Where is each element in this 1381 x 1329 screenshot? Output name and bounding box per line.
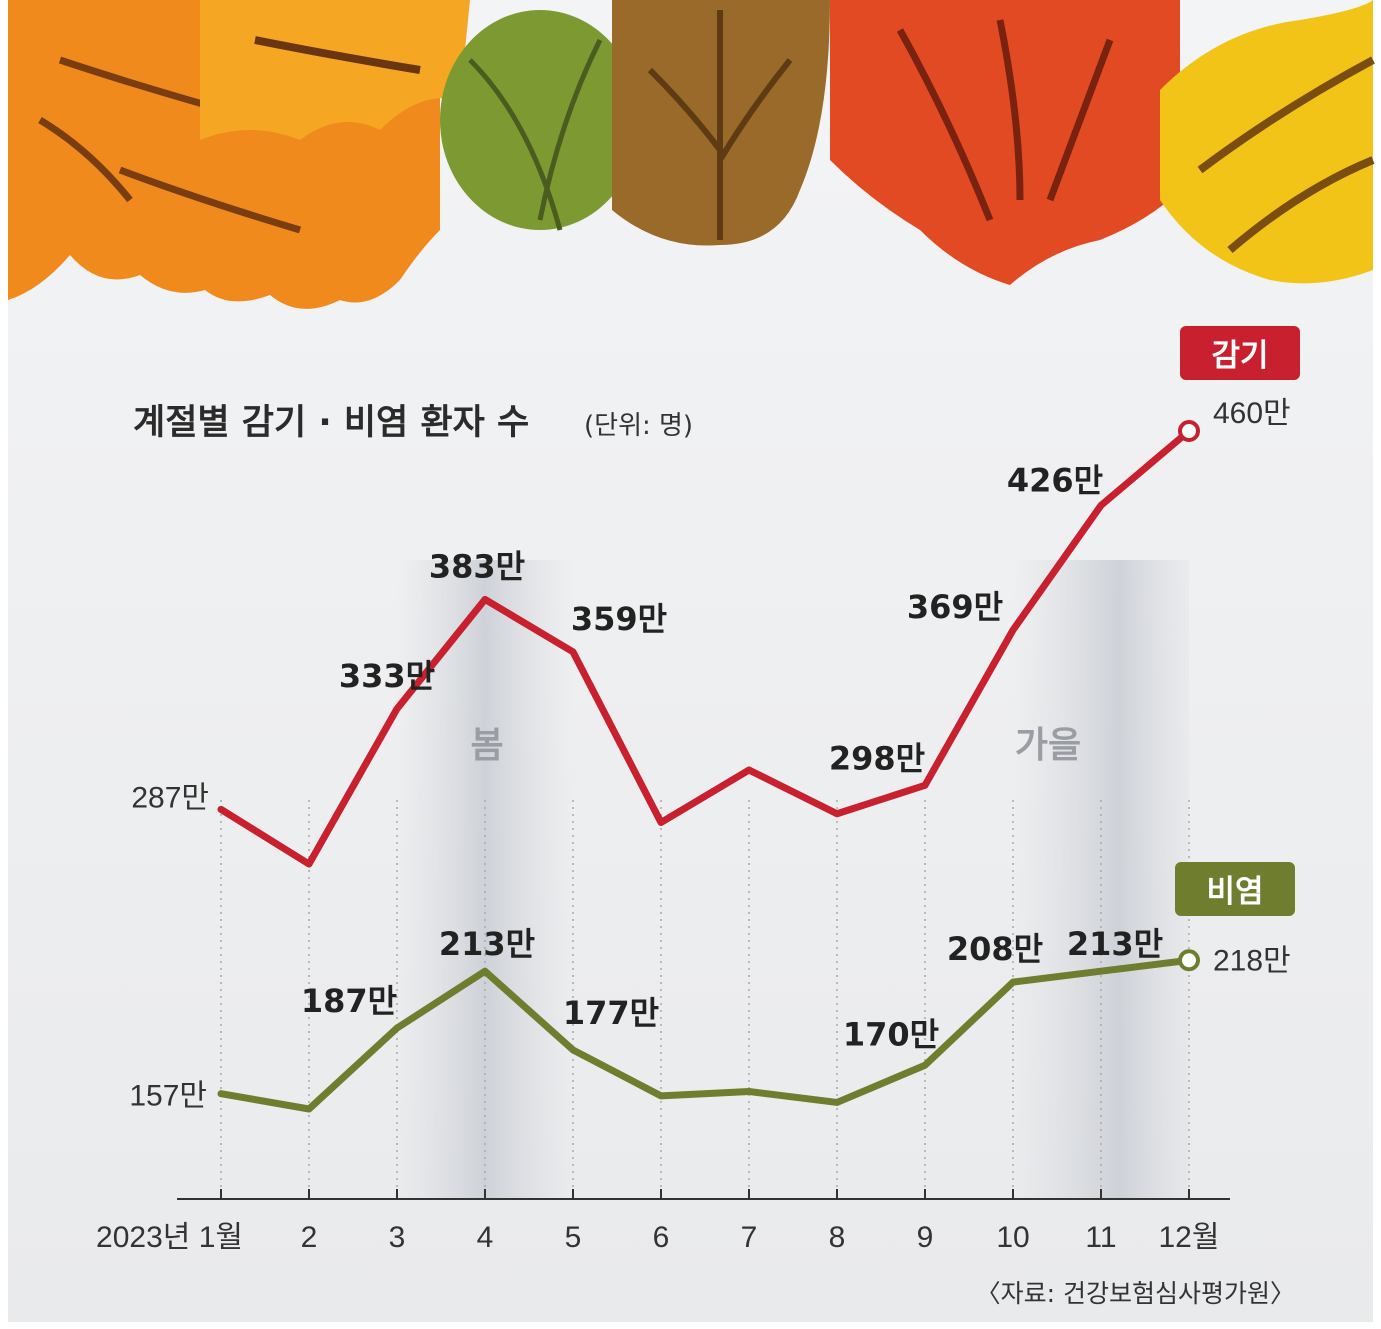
- data-label: 460만: [1213, 397, 1291, 430]
- x-tick-label: 5: [565, 1221, 582, 1254]
- data-label: 213만: [439, 925, 535, 963]
- data-label: 208만: [947, 930, 1043, 968]
- x-tick-label: 12월: [1159, 1221, 1220, 1254]
- autumn-leaves-illustration: [8, 0, 1375, 309]
- series-end-marker: [1178, 420, 1200, 442]
- series-line-cold: [217, 427, 1193, 868]
- data-label: 369만: [907, 588, 1003, 626]
- data-label: 218만: [1213, 944, 1291, 977]
- data-label: 213만: [1067, 925, 1163, 963]
- x-tick-label: 3: [389, 1221, 406, 1254]
- x-tick-label: 4: [477, 1221, 494, 1254]
- season-label-autumn: 가을: [1015, 725, 1081, 766]
- data-label: 177만: [563, 994, 659, 1032]
- data-label: 287만: [131, 781, 209, 814]
- data-label: 426만: [1007, 461, 1103, 499]
- season-band-spring: [397, 560, 573, 1200]
- x-tick-label: 2023년 1월: [96, 1221, 243, 1254]
- unit-note: (단위: 명): [584, 411, 693, 441]
- data-label: 157만: [129, 1080, 207, 1113]
- data-label: 298만: [829, 739, 925, 777]
- x-tick-label: 7: [741, 1221, 758, 1254]
- x-tick-label: 8: [829, 1221, 846, 1254]
- series-layer: 287만 333만 383만 359만 298만 369만 426만 460만 157만 187만…: [129, 397, 1290, 1113]
- series-end-marker: [1178, 949, 1200, 972]
- legend-label-cold: 감기: [1211, 338, 1268, 374]
- data-label: 333만: [339, 657, 435, 695]
- legend-label-rhinitis: 비염: [1206, 874, 1263, 910]
- series-line-rhinitis: [217, 956, 1193, 1113]
- x-axis-ticks: 2023년 1월 2 3 4 5 6 7 8 9 10 11 12월: [96, 1189, 1219, 1254]
- legend-badge-cold: 감기: [1180, 326, 1300, 380]
- chart-title: 계절별 감기 · 비염 환자 수: [133, 403, 529, 443]
- data-label: 359만: [571, 600, 667, 638]
- data-label: 170만: [843, 1015, 939, 1053]
- source-note: 〈자료: 건강보험심사평가원〉: [976, 1279, 1295, 1308]
- data-label: 383만: [429, 547, 525, 585]
- x-tick-label: 10: [996, 1221, 1029, 1254]
- x-tick-label: 2: [301, 1221, 318, 1254]
- season-bands: [397, 560, 1189, 1200]
- data-label: 187만: [301, 982, 397, 1020]
- season-label-spring: 봄: [470, 725, 503, 766]
- legend-badge-rhinitis: 비염: [1175, 862, 1295, 916]
- season-band-autumn: [1013, 560, 1189, 1200]
- x-tick-label: 11: [1085, 1221, 1116, 1254]
- x-tick-label: 6: [653, 1221, 670, 1254]
- x-tick-label: 9: [917, 1221, 934, 1254]
